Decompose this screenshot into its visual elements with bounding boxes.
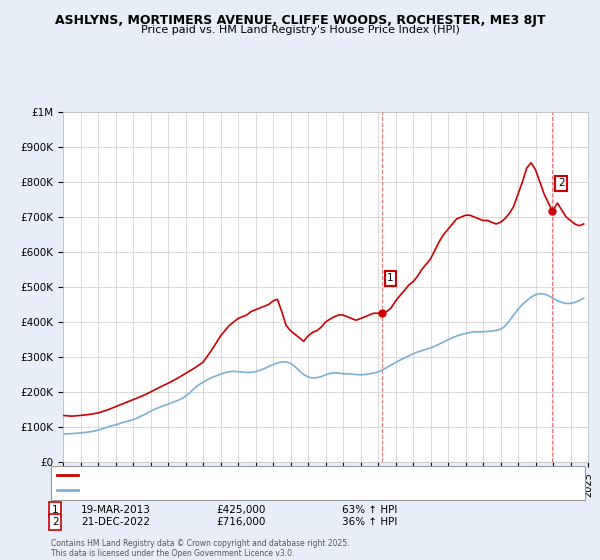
Text: 2: 2 <box>558 179 565 188</box>
Text: 63% ↑ HPI: 63% ↑ HPI <box>342 505 397 515</box>
Text: Contains HM Land Registry data © Crown copyright and database right 2025.
This d: Contains HM Land Registry data © Crown c… <box>51 539 349 558</box>
Text: 1: 1 <box>52 505 59 515</box>
Text: Price paid vs. HM Land Registry's House Price Index (HPI): Price paid vs. HM Land Registry's House … <box>140 25 460 35</box>
Text: 19-MAR-2013: 19-MAR-2013 <box>81 505 151 515</box>
Text: 2: 2 <box>52 517 59 527</box>
Text: £716,000: £716,000 <box>216 517 265 527</box>
Text: HPI: Average price, detached house, Medway: HPI: Average price, detached house, Medw… <box>84 486 289 494</box>
Text: ASHLYNS, MORTIMERS AVENUE, CLIFFE WOODS, ROCHESTER, ME3 8JT: ASHLYNS, MORTIMERS AVENUE, CLIFFE WOODS,… <box>55 14 545 27</box>
Text: 1: 1 <box>387 273 394 283</box>
Text: 36% ↑ HPI: 36% ↑ HPI <box>342 517 397 527</box>
Text: 21-DEC-2022: 21-DEC-2022 <box>81 517 150 527</box>
Text: £425,000: £425,000 <box>216 505 265 515</box>
Text: ASHLYNS, MORTIMERS AVENUE, CLIFFE WOODS, ROCHESTER, ME3 8JT (detached house): ASHLYNS, MORTIMERS AVENUE, CLIFFE WOODS,… <box>84 471 481 480</box>
